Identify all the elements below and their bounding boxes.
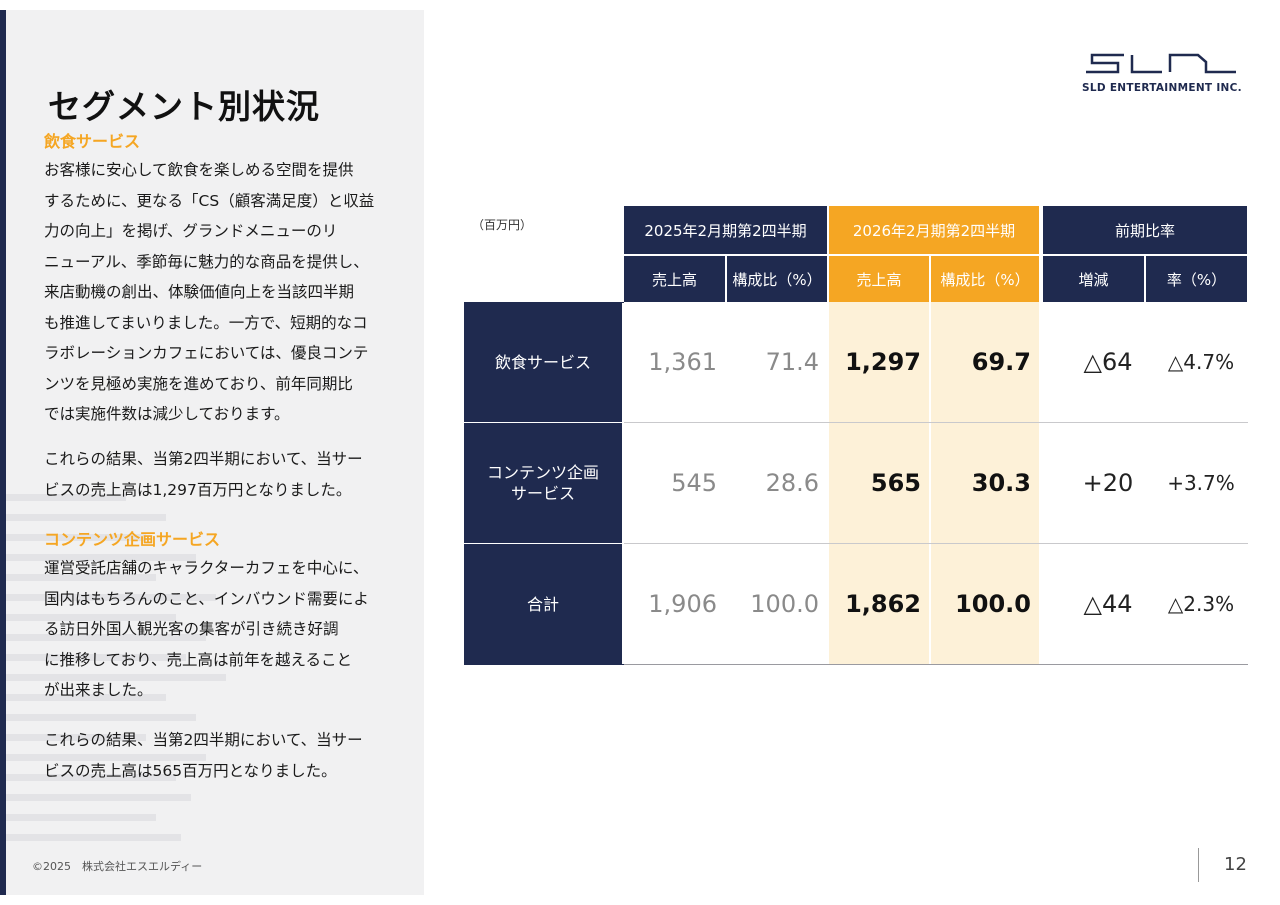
row-label-content: コンテンツ企画 サービス	[464, 423, 622, 543]
food-result: これらの結果、当第2四半期において、当サー ビスの売上高は1,297百万円となり…	[44, 450, 363, 499]
sld-logo-mark-icon	[1086, 53, 1236, 74]
page-number: 12	[1224, 854, 1247, 875]
subheader-cur-ratio: 構成比（%）	[931, 256, 1039, 302]
table-cell: △44	[1083, 590, 1133, 618]
table-cell: △4.7%	[1167, 350, 1235, 374]
subheader-prev-ratio: 構成比（%）	[727, 256, 827, 302]
subheader-prev-sales: 売上高	[624, 256, 725, 302]
table-cell: 69.7	[971, 348, 1031, 376]
table-cell: △64	[1083, 348, 1133, 376]
food-description: お客様に安心して飲食を楽しめる空間を提供 するために、更なる「CS（顧客満足度）…	[44, 161, 375, 423]
table-cell: 100.0	[750, 590, 819, 618]
table-cell: +3.7%	[1167, 471, 1235, 495]
table-cell: 28.6	[765, 469, 819, 497]
left-panel	[6, 10, 424, 895]
page-number-divider	[1198, 848, 1199, 882]
segment-heading-food: 飲食サービス	[44, 132, 141, 151]
page-title: セグメント別状況	[48, 87, 320, 126]
table-cell: 1,297	[845, 348, 921, 376]
table-cell: 100.0	[955, 590, 1031, 618]
subheader-cur-sales: 売上高	[829, 256, 929, 302]
unit-label: （百万円）	[472, 218, 533, 232]
segment-heading-content: コンテンツ企画サービス	[44, 530, 221, 549]
subheader-change: 増減	[1043, 256, 1144, 302]
table-cell: 30.3	[971, 469, 1031, 497]
row-label-total: 合計	[464, 544, 622, 664]
content-description: 運営受託店舗のキャラクターカフェを中心に、 国内はもちろんのこと、インバウンド需…	[44, 559, 369, 699]
table-cell: 71.4	[765, 348, 819, 376]
table-cell: +20	[1082, 469, 1134, 497]
highlight-col-sales	[829, 302, 929, 664]
content-result: これらの結果、当第2四半期において、当サー ビスの売上高は565百万円となりまし…	[44, 731, 363, 780]
table-cell: 1,862	[845, 590, 921, 618]
table-cell: 545	[671, 469, 717, 497]
subheader-rate: 率（%）	[1146, 256, 1247, 302]
header-yoy: 前期比率	[1043, 206, 1247, 254]
logo-text: SLD ENTERTAINMENT INC.	[1082, 82, 1242, 94]
highlight-col-ratio	[931, 302, 1039, 664]
company-logo: SLD ENTERTAINMENT INC.	[1082, 52, 1242, 94]
slide: セグメント別状況 飲食サービス お客様に安心して飲食を楽しめる空間を提供 するた…	[0, 10, 1280, 895]
table-cell: 1,906	[648, 590, 717, 618]
row-label-food: 飲食サービス	[464, 302, 622, 422]
header-current-period: 2026年2月期第2四半期	[829, 206, 1039, 254]
left-accent-bar	[0, 10, 6, 895]
table-cell: 1,361	[648, 348, 717, 376]
table-cell: 565	[870, 469, 921, 497]
table-cell: △2.3%	[1167, 592, 1235, 616]
header-prev-period: 2025年2月期第2四半期	[624, 206, 827, 254]
copyright: ©2025 株式会社エスエルディー	[32, 860, 203, 873]
